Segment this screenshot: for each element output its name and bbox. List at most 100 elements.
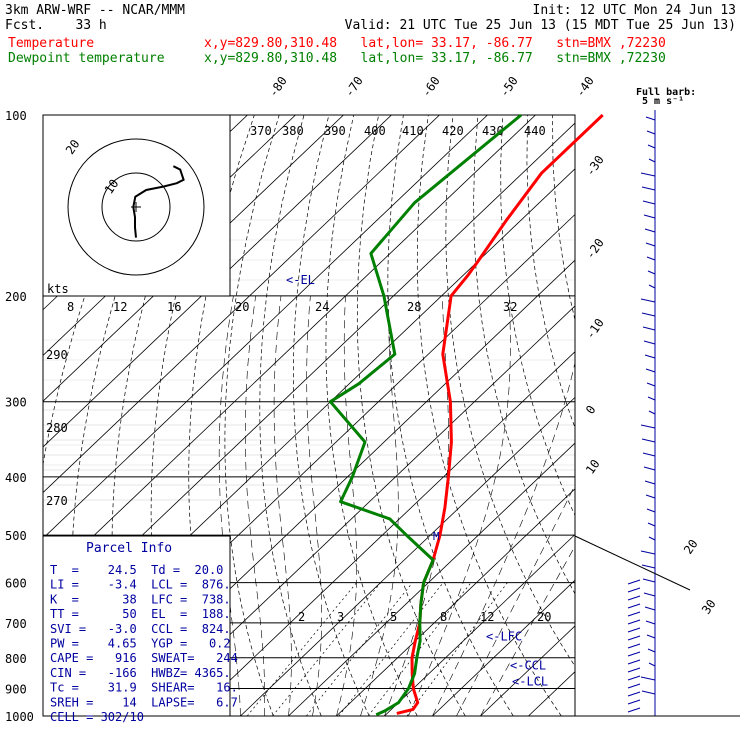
isotherm: [144, 305, 575, 716]
wind-barb: [645, 494, 656, 499]
moist-adiabat: [384, 295, 449, 716]
valid-time: Valid: 21 UTC Tue 25 Jun 13 (15 MDT Tue …: [344, 18, 736, 33]
wind-barb: [646, 382, 656, 387]
wind-barb: [640, 298, 656, 303]
temperature-scale-label: -70: [342, 74, 366, 100]
isotherm: [432, 579, 575, 716]
init-time: Init: 12 UTC Mon 24 Jun 13: [532, 3, 737, 18]
wind-barb: [645, 368, 656, 373]
wind-barb: [627, 683, 641, 689]
moist-adiabat: [480, 545, 575, 716]
wind-barb: [627, 635, 641, 641]
dry-adiabat: [577, 115, 740, 716]
right-edge: [574, 535, 691, 591]
dry-adiabat-label: 280: [46, 421, 68, 435]
parcel-info-row: LI = -3.4 LCL = 876.: [50, 578, 231, 592]
wind-barb: [647, 270, 656, 275]
speed-scale-label: 32: [503, 300, 517, 314]
mixing-ratio-label: 2: [298, 610, 305, 624]
parcel-info-row: CIN = -166 HWBZ= 4365.: [50, 666, 231, 680]
temperature-scale-label: -20: [583, 236, 607, 262]
wind-barb: [648, 284, 656, 289]
isotherm: [384, 533, 575, 716]
isotherm: [576, 115, 740, 716]
wind-barb: [627, 699, 641, 705]
temperature-scale-label: -40: [573, 74, 597, 100]
isotherm: [288, 442, 575, 716]
mixing-ratio-label: 8: [440, 610, 447, 624]
wind-barb: [646, 508, 656, 513]
dry-adiabat: [325, 115, 418, 716]
mixing-ratio-label: 5: [390, 610, 397, 624]
parcel-info-row: K = 38 LFC = 738.: [50, 592, 231, 606]
wind-barb: [627, 667, 641, 673]
dry-adiabat: [500, 115, 575, 517]
wind-barb: [646, 130, 656, 135]
mixing-ratio-line: [338, 582, 444, 716]
pressure-label: 800: [5, 652, 27, 666]
moist-adiabat: [245, 295, 265, 716]
dry-adiabat: [652, 115, 740, 716]
parcel-info-title: Parcel Info: [86, 541, 172, 556]
wind-barb: [647, 144, 656, 149]
wind-barb: [648, 410, 656, 415]
pressure-label: 400: [5, 471, 27, 485]
speed-scale-label: 20: [235, 300, 249, 314]
dry-adiabat: [677, 115, 740, 716]
wind-barb: [627, 675, 641, 681]
hodograph-ring-label: 20: [63, 137, 83, 157]
wind-barb: [642, 578, 656, 583]
dry-adiabat: [416, 115, 562, 716]
wind-barb: [647, 648, 656, 653]
dry-adiabat: [473, 115, 575, 595]
speed-scale-label: 28: [407, 300, 421, 314]
wind-barb: [627, 643, 641, 649]
wind-barb: [641, 564, 656, 569]
mixing-ratio-line: [306, 582, 413, 716]
dry-adiabat-label: 270: [46, 494, 68, 508]
pressure-label: 100: [5, 109, 27, 123]
theta-label: 420: [442, 124, 464, 138]
temperature-scale-label: -30: [583, 153, 607, 179]
plot-frame: [42, 114, 576, 717]
hodograph-trace: [132, 165, 185, 238]
speed-scale-label: 8: [67, 300, 74, 314]
mixing-ratio-label: 20: [537, 610, 551, 624]
wind-barb: [627, 587, 641, 593]
hodograph-ring: [101, 172, 171, 242]
wind-barb: [645, 242, 656, 247]
wind-barb: [643, 214, 656, 219]
parcel-info-row: TT = 50 EL = 188.: [50, 607, 231, 621]
parcel-info-box: [42, 535, 231, 717]
temperature-scale-label: -50: [497, 74, 521, 100]
temperature-location: x,y=829.80,310.48 lat,lon= 33.17, -86.77…: [204, 36, 666, 51]
wind-barb: [642, 326, 656, 331]
isotherm: [43, 115, 488, 539]
parcel-info-row: CAPE = 916 SWEAT= 244: [50, 651, 238, 665]
pressure-label: 600: [5, 577, 27, 591]
moist-adiabat: [456, 484, 575, 716]
wind-barb: [642, 452, 656, 457]
mixing-ratio-line: [272, 582, 381, 716]
pressure-label: 900: [5, 682, 27, 696]
wind-barb: [642, 200, 656, 205]
isotherm: [43, 115, 344, 402]
pressure-label: 700: [5, 617, 27, 631]
isotherm: [528, 671, 575, 716]
parcel-info-row: CELL = 302/10: [50, 710, 144, 724]
wind-barb: [648, 158, 656, 163]
theta-label: 410: [402, 124, 424, 138]
moist-adiabat: [360, 295, 399, 716]
wind-barb: [627, 651, 641, 657]
wind-barb: [640, 676, 656, 681]
dewpoint-legend: Dewpoint temperature: [8, 51, 165, 66]
parcel-info-row: Tc = 31.9 SHEAR= 16.: [50, 681, 238, 695]
dewpoint-location: x,y=829.80,310.48 lat,lon= 33.17, -86.77…: [204, 51, 666, 66]
wind-barb: [646, 256, 656, 261]
dry-adiabat: [702, 115, 740, 716]
wind-barb: [627, 619, 641, 625]
wind-barb: [627, 603, 641, 609]
hodograph-ring-label: 10: [102, 177, 122, 197]
moist-adiabat: [306, 295, 322, 716]
